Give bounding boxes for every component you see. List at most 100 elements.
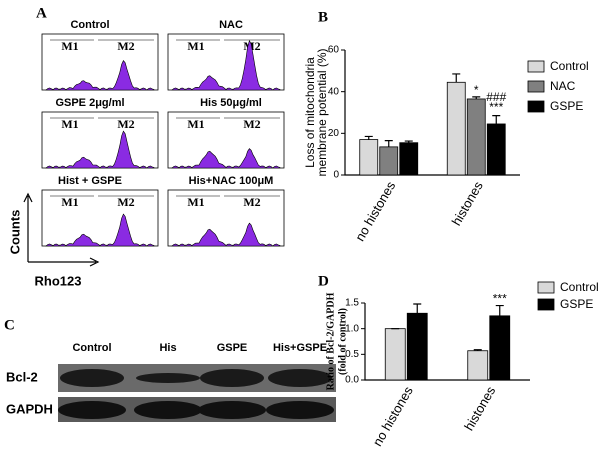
y-tick-label: 0 [333, 170, 339, 181]
histogram [171, 222, 281, 247]
bar [446, 81, 466, 176]
panel-label: C [4, 317, 15, 333]
error-bar [492, 115, 501, 124]
gate-label: M1 [61, 195, 78, 209]
bar [467, 350, 489, 381]
row-label: GAPDH [6, 401, 53, 416]
x-tick-label: no histones [352, 178, 398, 244]
annotation: * [474, 83, 479, 97]
gate-label: M2 [117, 39, 134, 53]
band [134, 401, 202, 419]
gate-label: M2 [243, 117, 260, 131]
gate-label: M1 [187, 195, 204, 209]
gate-label: M2 [243, 195, 260, 209]
lane-label: His [159, 342, 176, 354]
plot-frame [167, 33, 285, 91]
x-tick-label: histones [449, 178, 486, 228]
histogram [171, 39, 281, 91]
flow-ylabel: Counts [7, 210, 22, 255]
bar [399, 142, 419, 176]
legend-swatch [527, 80, 545, 93]
lane-label: His+GSPE [273, 342, 327, 354]
y-axis-label: Loss of mitochondria [303, 57, 317, 168]
bar [489, 315, 511, 381]
band [136, 373, 200, 383]
gate-label: M1 [61, 39, 78, 53]
gate-label: M2 [117, 195, 134, 209]
annotation: *** [493, 292, 507, 306]
gate-label: M1 [187, 117, 204, 131]
flow-xlabel: Rho123 [35, 273, 82, 288]
error-bar [495, 304, 504, 316]
histogram [45, 130, 155, 169]
bar [384, 328, 406, 381]
bar [486, 123, 506, 176]
legend-label: GSPE [560, 297, 593, 311]
legend-swatch [527, 60, 545, 73]
x-tick-label: no histones [370, 383, 416, 449]
histogram [45, 60, 155, 91]
gate-label: M2 [117, 117, 134, 131]
bar [379, 146, 399, 176]
plot-title: Hist + GSPE [58, 175, 122, 187]
band [200, 369, 264, 387]
gate-label: M1 [61, 117, 78, 131]
band [58, 401, 126, 419]
plot-frame [41, 111, 159, 169]
y-tick-label: 40 [328, 86, 340, 97]
band [268, 369, 332, 387]
legend-swatch [537, 298, 555, 311]
plot-title: His+NAC 100μM [189, 175, 274, 187]
y-tick-label: 1.0 [345, 323, 359, 334]
panel-label: D [318, 273, 329, 289]
plot-frame [167, 111, 285, 169]
annotation: *** [489, 100, 503, 114]
panel-label: B [318, 9, 328, 25]
legend-label: GSPE [550, 99, 583, 113]
y-tick-label: 20 [328, 128, 340, 139]
error-bar [364, 135, 373, 140]
histogram [45, 213, 155, 247]
y-tick-label: 0.5 [345, 349, 359, 360]
legend-label: NAC [550, 79, 576, 93]
legend-swatch [537, 281, 555, 294]
y-axis-label: Ratio of Bcl-2/GAPDH [325, 292, 336, 390]
y-axis-label: membrane potential (%) [315, 48, 329, 176]
panel-label: A [36, 5, 47, 21]
plot-title: NAC [219, 19, 243, 31]
error-bar [472, 96, 481, 99]
error-bar [452, 73, 461, 83]
band [198, 401, 266, 419]
y-tick-label: 60 [328, 45, 340, 56]
error-bar [384, 140, 393, 147]
x-tick-label: histones [461, 383, 498, 433]
bar [359, 139, 379, 176]
lane-label: Control [72, 342, 111, 354]
band [266, 401, 334, 419]
y-axis-label: (fold of control) [337, 308, 348, 375]
axis-arrows [23, 192, 100, 267]
error-bar [473, 349, 482, 351]
y-tick-label: 1.5 [345, 298, 359, 309]
row-label: Bcl-2 [6, 369, 38, 384]
histogram [171, 148, 281, 169]
plot-frame [41, 33, 159, 91]
legend-swatch [527, 100, 545, 113]
gate-label: M1 [187, 39, 204, 53]
legend-label: Control [560, 280, 599, 294]
plot-frame [167, 189, 285, 247]
lane-label: GSPE [217, 342, 248, 354]
bar [466, 98, 486, 176]
annotation: ### [486, 90, 506, 104]
bar [406, 312, 428, 381]
plot-title: His 50μg/ml [200, 97, 262, 109]
error-bar [404, 140, 413, 143]
plot-frame [41, 189, 159, 247]
plot-title: Control [70, 19, 109, 31]
band [60, 369, 124, 387]
y-tick-label: 0.0 [345, 375, 359, 386]
plot-title: GSPE 2μg/ml [55, 97, 124, 109]
error-bar [413, 303, 422, 314]
legend-label: Control [550, 59, 589, 73]
